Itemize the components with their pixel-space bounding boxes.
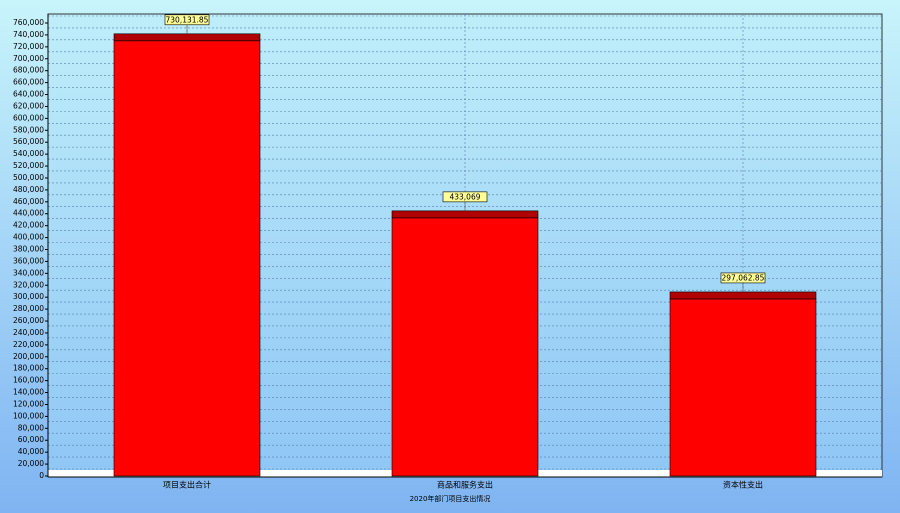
y-tick-label: 640,000 bbox=[13, 90, 44, 99]
value-label: 730,131.85 bbox=[166, 15, 209, 24]
y-tick-label: 620,000 bbox=[13, 101, 44, 110]
y-tick-label: 0 bbox=[39, 471, 44, 480]
bar-top bbox=[391, 210, 539, 219]
y-tick-label: 120,000 bbox=[13, 399, 44, 408]
y-tick-label: 520,000 bbox=[13, 161, 44, 170]
bar bbox=[113, 40, 261, 477]
y-tick-label: 740,000 bbox=[13, 30, 44, 39]
x-tick-label: 资本性支出 bbox=[723, 480, 763, 490]
bars: 730,131.85 433,069 297,062.85 bbox=[113, 14, 817, 477]
y-tick-label: 340,000 bbox=[13, 268, 44, 277]
y-tick-label: 440,000 bbox=[13, 209, 44, 218]
value-label-box bbox=[164, 14, 210, 26]
y-tick-label: 400,000 bbox=[13, 233, 44, 242]
y-tick-label: 660,000 bbox=[13, 78, 44, 87]
value-label: 433,069 bbox=[449, 192, 480, 201]
y-tick-label: 180,000 bbox=[13, 364, 44, 373]
y-tick-label: 760,000 bbox=[13, 18, 44, 27]
value-label-box bbox=[720, 272, 766, 284]
y-tick-label: 360,000 bbox=[13, 256, 44, 265]
y-tick-label: 700,000 bbox=[13, 54, 44, 63]
y-tick-label: 560,000 bbox=[13, 137, 44, 146]
value-label-box bbox=[442, 191, 488, 203]
y-tick-label: 60,000 bbox=[18, 435, 44, 444]
y-tick-label: 600,000 bbox=[13, 113, 44, 122]
y-tick-label: 200,000 bbox=[13, 352, 44, 361]
y-tick-label: 480,000 bbox=[13, 185, 44, 194]
y-tick-label: 680,000 bbox=[13, 66, 44, 75]
value-label: 297,062.85 bbox=[722, 273, 765, 282]
y-tick-label: 580,000 bbox=[13, 125, 44, 134]
y-tick-label: 80,000 bbox=[18, 423, 44, 432]
x-tick-label: 商品和服务支出 bbox=[437, 480, 493, 490]
y-tick-label: 100,000 bbox=[13, 411, 44, 420]
x-axis-title: 2020年部门项目支出情况 bbox=[410, 494, 491, 503]
y-tick-label: 220,000 bbox=[13, 340, 44, 349]
y-tick-label: 500,000 bbox=[13, 173, 44, 182]
x-tick-label: 项目支出合计 bbox=[163, 480, 211, 490]
bar bbox=[391, 217, 539, 477]
y-tick-label: 420,000 bbox=[13, 221, 44, 230]
y-tick-label: 40,000 bbox=[18, 447, 44, 456]
y-tick-label: 320,000 bbox=[13, 280, 44, 289]
bar-top bbox=[669, 291, 817, 300]
bar-top bbox=[113, 33, 261, 42]
y-tick-label: 260,000 bbox=[13, 316, 44, 325]
y-tick-label: 280,000 bbox=[13, 304, 44, 313]
y-tick-label: 300,000 bbox=[13, 292, 44, 301]
y-tick-label: 140,000 bbox=[13, 388, 44, 397]
y-tick-label: 20,000 bbox=[18, 459, 44, 468]
y-tick-label: 540,000 bbox=[13, 149, 44, 158]
y-tick-label: 380,000 bbox=[13, 245, 44, 254]
y-tick-label: 720,000 bbox=[13, 42, 44, 51]
y-tick-label: 240,000 bbox=[13, 328, 44, 337]
y-tick-label: 160,000 bbox=[13, 376, 44, 385]
bar bbox=[669, 298, 817, 477]
y-tick-label: 460,000 bbox=[13, 197, 44, 206]
